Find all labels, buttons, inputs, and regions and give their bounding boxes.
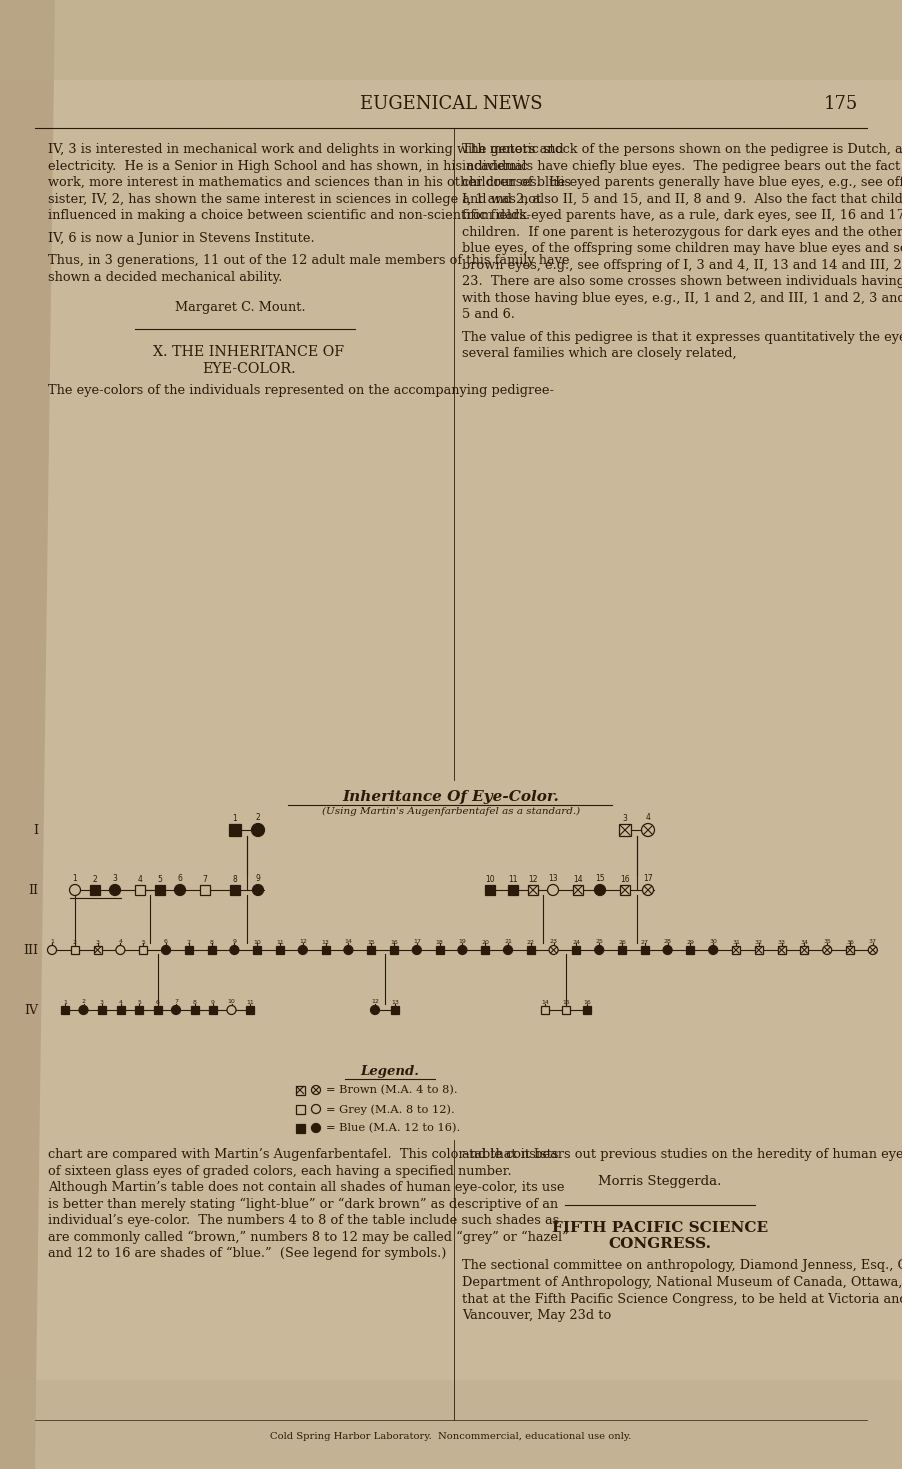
- Text: 4: 4: [138, 874, 143, 883]
- Circle shape: [503, 946, 512, 955]
- Bar: [94, 946, 102, 953]
- Text: 18: 18: [436, 940, 444, 945]
- Text: 10: 10: [485, 874, 495, 883]
- Bar: [70, 946, 78, 953]
- Text: 9: 9: [255, 874, 261, 883]
- Text: 35: 35: [824, 939, 831, 945]
- Bar: [139, 946, 147, 953]
- Text: 7: 7: [187, 940, 191, 945]
- Text: 11: 11: [246, 999, 253, 1005]
- Text: 5: 5: [137, 999, 141, 1005]
- Text: 12: 12: [371, 999, 379, 1003]
- Text: 175: 175: [824, 95, 858, 113]
- Text: 6: 6: [178, 874, 182, 883]
- Text: 24: 24: [573, 940, 580, 945]
- Text: 16: 16: [391, 940, 398, 945]
- Text: individuals have chiefly blue eyes.  The pedigree bears out the fact that: individuals have chiefly blue eyes. The …: [462, 160, 902, 172]
- Text: sister, IV, 2, has shown the same interest in sciences in college and was not: sister, IV, 2, has shown the same intere…: [48, 192, 541, 206]
- Text: FIFTH PACIFIC SCIENCE: FIFTH PACIFIC SCIENCE: [552, 1221, 769, 1234]
- Text: 5 and 6.: 5 and 6.: [462, 308, 515, 322]
- Polygon shape: [0, 1379, 902, 1469]
- Circle shape: [174, 884, 186, 896]
- Text: The value of this pedigree is that it expresses quantitatively the eye-color of: The value of this pedigree is that it ex…: [462, 331, 902, 344]
- Text: blue eyes, of the offspring some children may have blue eyes and some have: blue eyes, of the offspring some childre…: [462, 242, 902, 256]
- Text: 2: 2: [73, 940, 77, 945]
- Text: Vancouver, May 23d to: Vancouver, May 23d to: [462, 1309, 612, 1322]
- Circle shape: [642, 884, 654, 896]
- Circle shape: [548, 884, 558, 896]
- Text: = Brown (M.A. 4 to 8).: = Brown (M.A. 4 to 8).: [326, 1086, 457, 1096]
- Bar: [296, 1105, 305, 1114]
- Text: II: II: [28, 883, 38, 896]
- Text: 8: 8: [233, 874, 237, 883]
- Text: 29: 29: [686, 940, 695, 945]
- Circle shape: [823, 946, 832, 955]
- Text: 1: 1: [51, 939, 54, 945]
- Text: 20: 20: [482, 940, 489, 945]
- Circle shape: [171, 1005, 180, 1015]
- Text: = Grey (M.A. 8 to 12).: = Grey (M.A. 8 to 12).: [326, 1105, 455, 1115]
- Circle shape: [299, 946, 308, 955]
- Text: and that it bears out previous studies on the heredity of human eye-color.: and that it bears out previous studies o…: [462, 1147, 902, 1161]
- Bar: [485, 884, 495, 895]
- Text: 15: 15: [562, 999, 570, 1005]
- Text: IV: IV: [24, 1003, 38, 1017]
- Bar: [640, 946, 649, 953]
- Text: 11: 11: [276, 940, 284, 945]
- Text: 27: 27: [640, 940, 649, 945]
- Bar: [116, 1006, 124, 1014]
- Text: 13: 13: [548, 874, 557, 883]
- Text: EUGENICAL NEWS: EUGENICAL NEWS: [360, 95, 542, 113]
- Bar: [90, 884, 100, 895]
- Text: Thus, in 3 generations, 11 out of the 12 adult male members of this family have: Thus, in 3 generations, 11 out of the 12…: [48, 254, 569, 267]
- Circle shape: [594, 884, 605, 896]
- Text: 31: 31: [732, 940, 740, 945]
- Text: 16: 16: [621, 874, 630, 883]
- Bar: [573, 946, 580, 953]
- Text: = Blue (M.A. 12 to 16).: = Blue (M.A. 12 to 16).: [326, 1122, 460, 1133]
- Text: 15: 15: [367, 940, 375, 945]
- Text: with those having blue eyes, e.g., II, 1 and 2, and III, 1 and 2, 3 and 4, and: with those having blue eyes, e.g., II, 1…: [462, 291, 902, 304]
- Bar: [436, 946, 444, 953]
- Text: 2: 2: [255, 812, 261, 823]
- Text: 3: 3: [100, 999, 104, 1005]
- Text: 1: 1: [73, 874, 78, 883]
- Bar: [508, 884, 518, 895]
- Bar: [200, 884, 210, 895]
- Bar: [135, 1006, 143, 1014]
- Text: 2: 2: [93, 874, 97, 883]
- Text: 30: 30: [709, 939, 717, 945]
- Text: IV, 3 is interested in mechanical work and delights in working with motors and: IV, 3 is interested in mechanical work a…: [48, 142, 564, 156]
- Circle shape: [252, 824, 264, 836]
- Text: 19: 19: [458, 939, 466, 945]
- Text: 37: 37: [869, 939, 877, 945]
- Bar: [98, 1006, 106, 1014]
- Bar: [390, 946, 398, 953]
- Text: 8: 8: [209, 940, 214, 945]
- Text: influenced in making a choice between scientific and non-scientific fields.: influenced in making a choice between sc…: [48, 209, 530, 222]
- Text: 3: 3: [113, 874, 117, 883]
- Text: several families which are closely related,: several families which are closely relat…: [462, 347, 737, 360]
- Circle shape: [230, 946, 239, 955]
- Bar: [620, 884, 630, 895]
- Circle shape: [344, 946, 353, 955]
- Text: 13: 13: [391, 999, 399, 1005]
- Text: 5: 5: [142, 940, 145, 945]
- Text: 9: 9: [211, 999, 215, 1005]
- Text: 6: 6: [164, 939, 168, 945]
- Text: is better than merely stating “light-blue” or “dark brown” as descriptive of an: is better than merely stating “light-blu…: [48, 1197, 558, 1210]
- Text: 14: 14: [573, 874, 583, 883]
- Text: I, 1 and 2, also II, 5 and 15, and II, 8 and 9.  Also the fact that children: I, 1 and 2, also II, 5 and 15, and II, 8…: [462, 192, 902, 206]
- Text: individual’s eye-color.  The numbers 4 to 8 of the table include such shades as: individual’s eye-color. The numbers 4 to…: [48, 1213, 559, 1227]
- Text: 16: 16: [583, 999, 591, 1005]
- Text: 8: 8: [192, 999, 197, 1005]
- Text: 2: 2: [81, 999, 86, 1003]
- Text: are commonly called “brown,” numbers 8 to 12 may be called “grey” or “hazel”: are commonly called “brown,” numbers 8 t…: [48, 1231, 569, 1244]
- Text: 4: 4: [646, 812, 650, 823]
- Text: III: III: [23, 943, 38, 956]
- Text: 4: 4: [118, 939, 123, 945]
- Bar: [322, 946, 329, 953]
- Bar: [618, 946, 626, 953]
- Text: and 12 to 16 are shades of “blue.”  (See legend for symbols.): and 12 to 16 are shades of “blue.” (See …: [48, 1247, 446, 1260]
